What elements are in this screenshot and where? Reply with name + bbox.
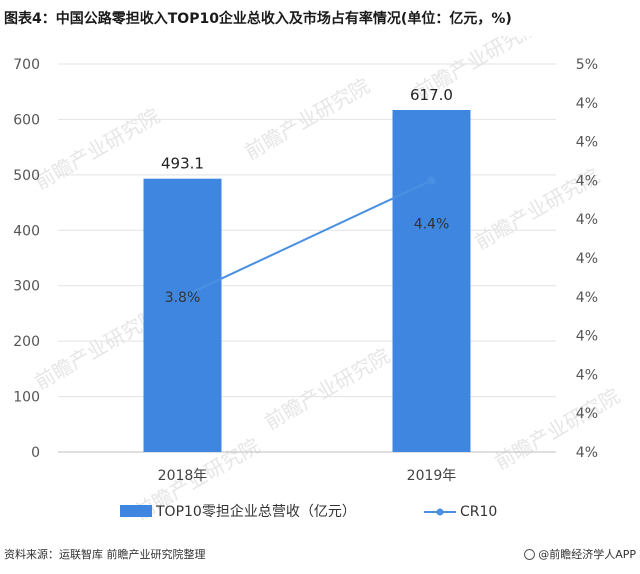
brand-text: @前瞻经济学人APP	[538, 548, 636, 561]
bars	[143, 110, 471, 453]
brand-logo-icon	[524, 548, 536, 560]
left-axis-ticks: 0 100 200 300 400 500 600 700	[13, 57, 40, 461]
legend-line-label: CR10	[460, 504, 497, 520]
cr10-line	[178, 176, 436, 301]
x-tick-label: 2018年	[158, 468, 208, 484]
data-labels: 493.1 617.0 3.8% 4.4%	[161, 86, 453, 306]
chart-title: 图表4：中国公路零担收入TOP10企业总收入及市场占有率情况(单位：亿元，%)	[4, 11, 512, 27]
cr10-value-label: 4.4%	[414, 216, 450, 232]
legend-bar-label: TOP10零担企业总营收（亿元）	[155, 503, 356, 520]
legend-bar-swatch	[120, 505, 152, 517]
legend: TOP10零担企业总营收（亿元） CR10	[120, 503, 497, 520]
left-tick-label: 600	[13, 112, 40, 128]
cr10-point	[427, 176, 436, 185]
watermark-text: 前瞻产业研究院	[261, 344, 394, 435]
x-tick-label: 2019年	[407, 468, 457, 484]
right-tick-label: 4%	[576, 367, 598, 383]
left-tick-label: 300	[13, 279, 40, 295]
left-tick-label: 100	[13, 390, 40, 406]
left-tick-label: 400	[13, 223, 40, 239]
left-tick-label: 200	[13, 334, 40, 350]
right-tick-label: 4%	[576, 96, 598, 112]
gridlines	[58, 63, 556, 453]
left-tick-label: 500	[13, 168, 40, 184]
left-tick-label: 700	[13, 57, 40, 73]
legend-line-marker	[436, 508, 444, 516]
bar-value-label: 493.1	[161, 155, 204, 173]
right-tick-label: 5%	[576, 57, 598, 73]
right-tick-label: 4%	[576, 290, 598, 306]
cr10-value-label: 3.8%	[165, 290, 201, 306]
right-tick-label: 4%	[576, 212, 598, 228]
brand-credit: @前瞻经济学人APP	[524, 546, 636, 562]
cr10-point	[178, 292, 187, 301]
right-tick-label: 4%	[576, 445, 598, 461]
source-note: 资料来源：运联智库 前瞻产业研究院整理	[4, 548, 206, 561]
bar	[143, 178, 222, 453]
left-tick-label: 0	[31, 445, 40, 461]
right-tick-label: 4%	[576, 406, 598, 422]
right-tick-label: 4%	[576, 329, 598, 345]
bar-value-label: 617.0	[410, 86, 453, 104]
watermark-text: 前瞻产业研究院	[491, 384, 624, 475]
right-tick-label: 4%	[576, 251, 598, 267]
right-tick-label: 4%	[576, 173, 598, 189]
right-axis-ticks: 4% 4% 4% 4% 4% 4% 4% 4% 4% 4% 5%	[576, 57, 598, 461]
x-axis-ticks: 2018年 2019年	[158, 468, 457, 484]
cr10-line-path	[182, 179, 432, 298]
right-tick-label: 4%	[576, 135, 598, 151]
bar	[392, 110, 471, 453]
